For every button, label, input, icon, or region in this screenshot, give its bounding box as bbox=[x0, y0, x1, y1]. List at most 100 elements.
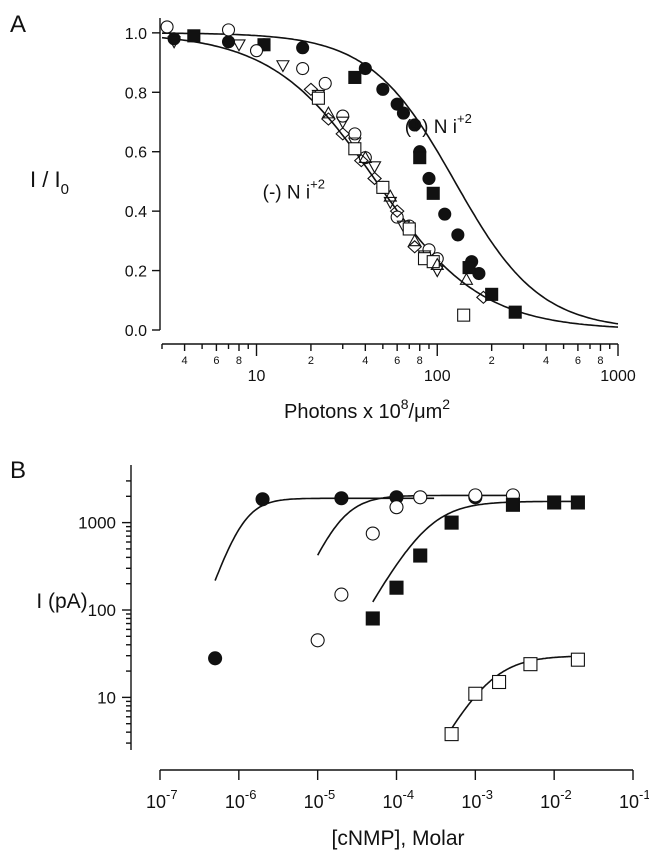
b-x-tick-label-exp: -5 bbox=[324, 787, 336, 802]
a-point-open-diamond bbox=[389, 204, 405, 218]
a-point-filled-circle bbox=[376, 82, 390, 96]
b-y-tick-label: 1000 bbox=[78, 514, 116, 533]
a-point-open-diamond bbox=[475, 290, 491, 305]
a-point-open-triangle-up bbox=[383, 189, 398, 202]
a-point-open-triangle-up bbox=[407, 233, 422, 247]
b-point-open-square bbox=[444, 727, 459, 742]
b-point-filled-square bbox=[365, 611, 380, 626]
b-point-open-square bbox=[523, 657, 538, 672]
b-x-tick-label: 10-3 bbox=[461, 787, 493, 812]
a-x-minor-tick-label: 2 bbox=[489, 355, 495, 367]
b-y-tick-label: 10 bbox=[97, 688, 116, 707]
a-point-filled-circle bbox=[221, 35, 236, 49]
a-x-minor-tick-label: 8 bbox=[236, 355, 242, 367]
b-point-filled-square bbox=[444, 515, 459, 530]
a-point-open-square bbox=[311, 91, 325, 105]
a-point-filled-circle bbox=[296, 41, 310, 55]
a-point-open-triangle-down bbox=[383, 196, 398, 210]
a-point-filled-circle bbox=[451, 228, 465, 242]
a-point-open-triangle-down bbox=[275, 60, 290, 73]
b-y-axis-label: I (pA) bbox=[36, 590, 87, 613]
b-point-open-square bbox=[468, 686, 483, 701]
a-point-open-square bbox=[402, 222, 416, 236]
a-y-tick-label: 0.8 bbox=[125, 85, 147, 102]
a-y-tick-label: 0.2 bbox=[125, 264, 147, 281]
a-point-open-diamond bbox=[335, 127, 351, 141]
a-point-filled-circle bbox=[396, 106, 410, 120]
a-x-tick-label: 100 bbox=[424, 368, 451, 385]
b-x-tick-label-exp: -1 bbox=[639, 787, 649, 802]
a-annotation-sup-1: +2 bbox=[310, 176, 325, 191]
panel-a-letter: A bbox=[10, 11, 26, 38]
panel-b-letter: B bbox=[10, 457, 26, 484]
a-point-filled-circle bbox=[408, 118, 422, 132]
b-x-axis-label: [cNMP], Molar bbox=[331, 827, 464, 850]
a-x-axis-label: Photons x 108/μm2 bbox=[284, 396, 450, 423]
b-point-open-circle bbox=[468, 488, 483, 503]
a-point-filled-square bbox=[508, 305, 522, 319]
a-point-open-diamond bbox=[367, 171, 382, 186]
b-fit-curve-2 bbox=[372, 500, 578, 603]
b-point-open-circle bbox=[365, 526, 380, 541]
b-x-tick-label-exp: -4 bbox=[403, 787, 415, 802]
a-y-tick-label: 1.0 bbox=[125, 26, 147, 43]
a-point-open-triangle-up bbox=[459, 272, 474, 285]
b-point-filled-circle bbox=[334, 491, 349, 506]
a-point-open-triangle-down bbox=[232, 39, 246, 52]
a-x-minor-tick-label: 4 bbox=[182, 355, 188, 367]
b-x-tick-label: 10-6 bbox=[225, 787, 257, 812]
a-point-open-triangle-up bbox=[321, 105, 336, 119]
a-x-axis-label-exp: 8 bbox=[401, 396, 409, 412]
a-y-tick-label: 0.6 bbox=[125, 145, 147, 162]
a-x-minor-tick-label: 4 bbox=[362, 355, 368, 367]
a-x-axis-label-unit-exp: 2 bbox=[442, 396, 450, 412]
b-point-open-square bbox=[570, 652, 585, 667]
b-x-tick-label: 10-4 bbox=[383, 787, 415, 812]
a-annotation-1: (-) N i+2 bbox=[263, 176, 325, 203]
b-point-open-circle bbox=[413, 490, 428, 505]
a-point-filled-square bbox=[426, 186, 440, 200]
a-point-open-square bbox=[348, 142, 362, 156]
b-point-filled-square bbox=[389, 580, 404, 595]
b-x-tick-label-exp: -2 bbox=[560, 787, 572, 802]
a-point-open-circle bbox=[221, 23, 236, 37]
a-point-open-circle bbox=[296, 61, 310, 76]
a-point-open-triangle-down bbox=[167, 36, 182, 49]
b-point-filled-circle bbox=[208, 651, 223, 666]
b-point-filled-circle bbox=[255, 492, 270, 507]
b-point-filled-square bbox=[505, 497, 520, 512]
a-x-axis-label-unit: /μm bbox=[409, 401, 443, 423]
a-fit-curve-1 bbox=[161, 36, 619, 328]
b-y-tick-label: 100 bbox=[88, 601, 116, 620]
a-point-open-triangle-up bbox=[358, 150, 373, 164]
b-point-filled-square bbox=[547, 495, 562, 510]
b-x-tick-label: 10-7 bbox=[146, 787, 178, 812]
b-x-tick-label-exp: -6 bbox=[245, 787, 257, 802]
a-point-open-diamond bbox=[303, 82, 319, 97]
a-annotation-sup-0: +2 bbox=[457, 111, 472, 126]
a-point-open-triangle-down bbox=[335, 116, 350, 130]
b-point-filled-square bbox=[413, 548, 428, 563]
a-point-filled-circle bbox=[438, 207, 452, 221]
a-x-minor-tick-label: 8 bbox=[417, 355, 423, 367]
a-point-open-circle bbox=[336, 109, 350, 123]
b-point-open-circle bbox=[310, 633, 325, 648]
a-point-open-square bbox=[376, 180, 390, 194]
a-fit-curve-0 bbox=[162, 32, 619, 325]
a-x-minor-tick-label: 6 bbox=[575, 355, 581, 367]
a-x-minor-tick-label: 4 bbox=[543, 355, 549, 367]
b-x-tick-label: 10-5 bbox=[304, 787, 336, 812]
a-y-tick-label: 0.4 bbox=[125, 204, 147, 221]
a-point-filled-circle bbox=[167, 32, 181, 46]
a-point-open-circle bbox=[318, 76, 332, 90]
b-x-tick-label: 10-1 bbox=[619, 787, 649, 812]
b-x-tick-label-exp: -7 bbox=[166, 787, 178, 802]
a-point-open-triangle-up bbox=[430, 257, 445, 270]
a-point-open-diamond bbox=[407, 240, 423, 254]
a-point-filled-square bbox=[485, 287, 499, 301]
b-point-open-circle bbox=[334, 587, 349, 602]
a-x-tick-label: 1000 bbox=[600, 368, 636, 385]
a-point-open-diamond bbox=[353, 153, 369, 168]
a-point-open-circle bbox=[160, 20, 174, 34]
